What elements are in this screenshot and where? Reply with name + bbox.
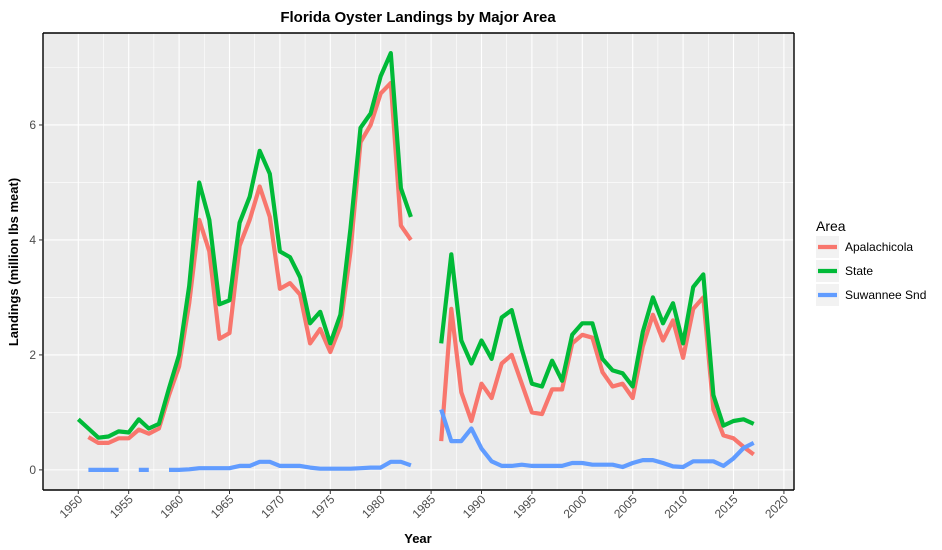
series-layer xyxy=(76,51,755,472)
x-axis-ticks: 1950 1955 1960 1965 1970 1975 1980 1985 1990 1995… xyxy=(57,490,791,521)
y-tick-label: 4 xyxy=(29,233,36,247)
x-tick-label: 1955 xyxy=(107,492,136,521)
x-tick-label: 1990 xyxy=(460,492,489,521)
series-line-suwannee-snd xyxy=(88,408,755,472)
x-tick-label: 1980 xyxy=(359,492,388,521)
y-tick-label: 0 xyxy=(29,463,36,477)
y-tick-label: 6 xyxy=(29,118,36,132)
legend: Area Apalachicola State Suwannee Snd xyxy=(816,218,926,306)
major-gridlines xyxy=(43,33,794,490)
x-tick-label: 1965 xyxy=(208,492,237,521)
x-tick-label: 1995 xyxy=(510,492,539,521)
x-tick-label: 2000 xyxy=(561,492,590,521)
y-axis-ticks: 0 2 4 6 xyxy=(29,118,43,477)
minor-gridlines xyxy=(43,33,794,490)
legend-label-state: State xyxy=(845,264,873,278)
x-tick-label: 1950 xyxy=(57,492,86,521)
x-tick-label: 1970 xyxy=(258,492,287,521)
y-tick-label: 2 xyxy=(29,348,36,362)
x-axis-title: Year xyxy=(404,531,431,546)
x-tick-label: 2005 xyxy=(611,492,640,521)
x-tick-label: 2015 xyxy=(712,492,741,521)
x-tick-label: 1975 xyxy=(309,492,338,521)
x-tick-label: 2010 xyxy=(661,492,690,521)
legend-label-suwannee-snd: Suwannee Snd xyxy=(845,288,926,302)
chart-title: Florida Oyster Landings by Major Area xyxy=(280,9,556,26)
series-line-state xyxy=(76,51,755,440)
legend-title: Area xyxy=(816,218,846,234)
x-tick-label: 2020 xyxy=(762,492,791,521)
x-tick-label: 1985 xyxy=(409,492,438,521)
x-tick-label: 1960 xyxy=(157,492,186,521)
y-axis-title: Landings (million lbs meat) xyxy=(6,178,21,346)
plot-panel xyxy=(43,33,794,490)
legend-label-apalachicola: Apalachicola xyxy=(845,240,913,254)
